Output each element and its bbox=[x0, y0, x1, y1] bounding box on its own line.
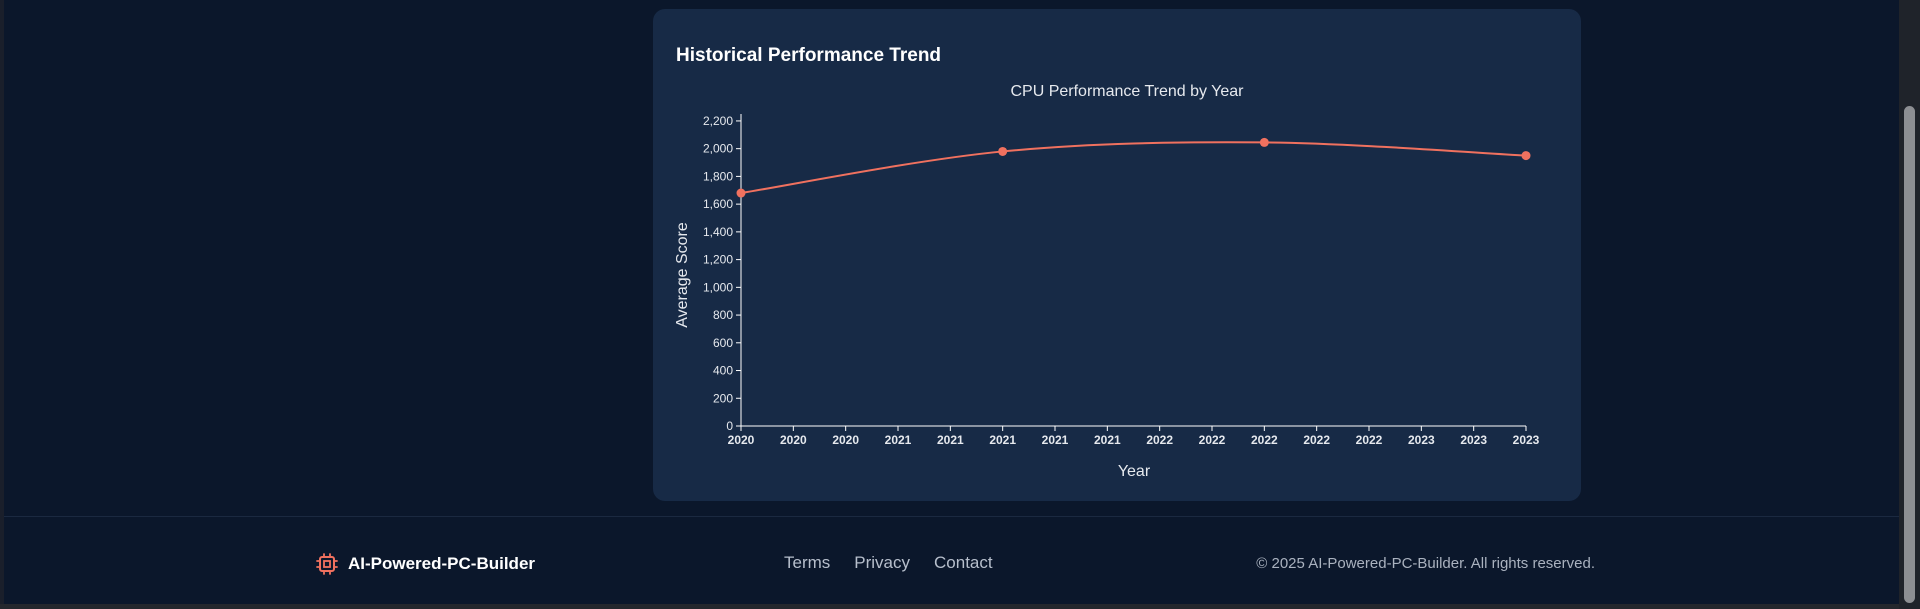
y-tick-label: 400 bbox=[713, 364, 733, 378]
y-tick-label: 1,400 bbox=[703, 225, 733, 239]
cpu-chip-icon bbox=[316, 553, 338, 575]
x-tick-label: 2021 bbox=[885, 433, 912, 447]
footer-link-privacy[interactable]: Privacy bbox=[854, 553, 911, 572]
data-point bbox=[998, 146, 1008, 156]
site-footer: AI-Powered-PC-Builder Terms Privacy Cont… bbox=[4, 516, 1899, 604]
x-tick-label: 2020 bbox=[780, 433, 807, 447]
x-tick-label: 2022 bbox=[1303, 433, 1330, 447]
x-tick-label: 2021 bbox=[937, 433, 964, 447]
y-tick-label: 800 bbox=[713, 308, 733, 322]
x-tick-label: 2022 bbox=[1356, 433, 1383, 447]
y-tick-label: 2,000 bbox=[703, 142, 733, 156]
x-tick-label: 2021 bbox=[989, 433, 1016, 447]
x-tick-label: 2023 bbox=[1408, 433, 1435, 447]
x-tick-label: 2021 bbox=[1094, 433, 1121, 447]
scrollbar-thumb[interactable] bbox=[1904, 106, 1915, 603]
card-title: Historical Performance Trend bbox=[676, 45, 942, 66]
y-axis-ticks: 0 200 400 600 800 1,000 1,200 1,400 1,600 1,800 2,… bbox=[703, 114, 741, 433]
y-tick-label: 600 bbox=[713, 336, 733, 350]
x-tick-label: 2021 bbox=[1042, 433, 1069, 447]
footer-brand[interactable]: AI-Powered-PC-Builder bbox=[316, 552, 535, 576]
y-tick-label: 1,000 bbox=[703, 280, 733, 294]
performance-trend-card: Historical Performance Trend CPU Perform… bbox=[653, 9, 1581, 501]
x-tick-label: 2023 bbox=[1460, 433, 1487, 447]
x-axis-label: Year bbox=[1118, 463, 1151, 480]
y-tick-label: 1,800 bbox=[703, 169, 733, 183]
x-tick-label: 2023 bbox=[1513, 433, 1540, 447]
cpu-performance-line-chart: CPU Performance Trend by Year 0 200 400 600… bbox=[674, 83, 1540, 480]
series-points bbox=[736, 137, 1531, 198]
brand-name: AI-Powered-PC-Builder bbox=[348, 554, 536, 573]
x-tick-label: 2022 bbox=[1199, 433, 1226, 447]
chart-axes bbox=[740, 114, 1526, 427]
footer-link-terms[interactable]: Terms bbox=[784, 553, 831, 572]
x-tick-label: 2020 bbox=[832, 433, 859, 447]
app-window: Historical Performance Trend CPU Perform… bbox=[4, 0, 1899, 604]
series-line bbox=[740, 141, 1527, 195]
x-tick-label: 2022 bbox=[1251, 433, 1278, 447]
y-tick-label: 1,600 bbox=[703, 197, 733, 211]
data-point bbox=[1521, 151, 1531, 161]
data-point bbox=[736, 188, 746, 198]
y-axis-label: Average Score bbox=[674, 222, 691, 328]
copyright-text: © 2025 AI-Powered-PC-Builder. All rights… bbox=[1256, 555, 1595, 572]
x-axis-ticks: 2020 2020 2020 2021 2021 2021 2021 2021 2022 2022… bbox=[728, 426, 1540, 447]
x-tick-label: 2022 bbox=[1146, 433, 1173, 447]
window-bottom-edge bbox=[0, 604, 1899, 609]
footer-nav: Terms Privacy Contact bbox=[784, 553, 993, 573]
y-tick-label: 0 bbox=[726, 419, 733, 433]
x-tick-label: 2020 bbox=[728, 433, 755, 447]
y-tick-label: 2,200 bbox=[703, 114, 733, 128]
y-tick-label: 1,200 bbox=[703, 253, 733, 267]
data-point bbox=[1259, 137, 1269, 147]
footer-link-contact[interactable]: Contact bbox=[934, 553, 993, 572]
y-tick-label: 200 bbox=[713, 391, 733, 405]
chart-title: CPU Performance Trend by Year bbox=[1010, 83, 1244, 100]
